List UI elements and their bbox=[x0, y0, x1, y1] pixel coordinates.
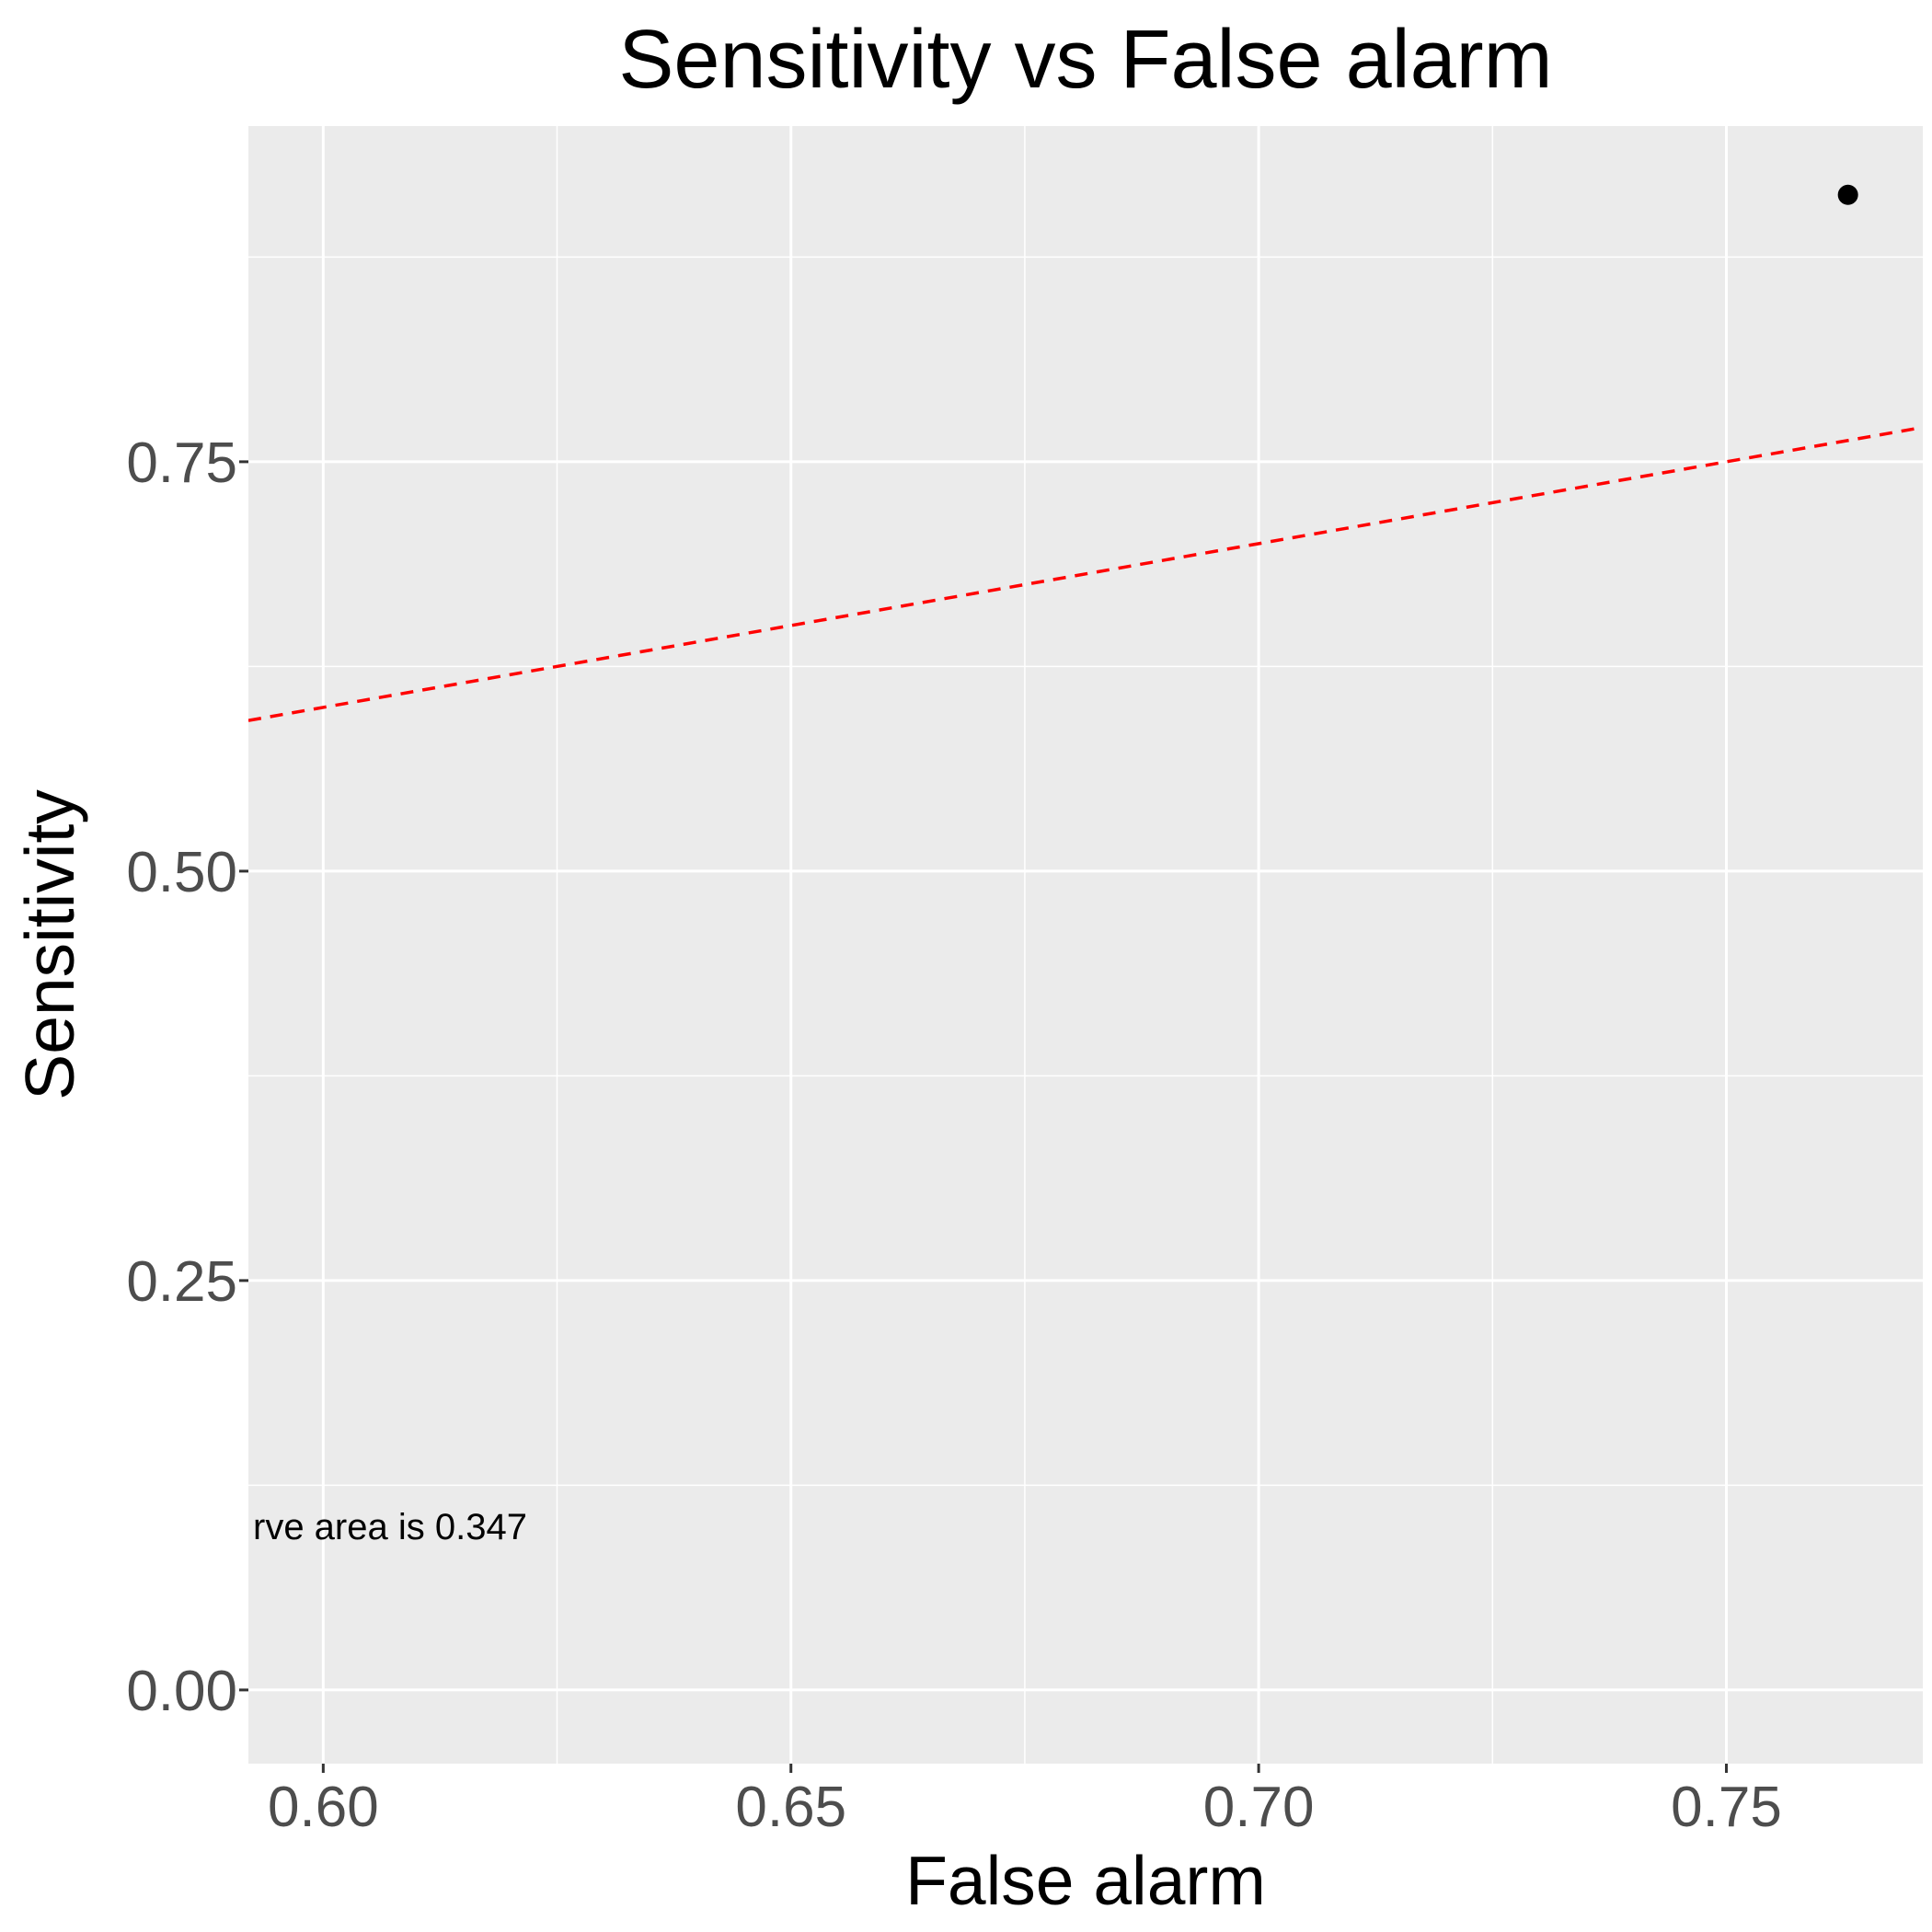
major-gridlines bbox=[248, 126, 1923, 1764]
y-tick-label: 0.50 bbox=[126, 841, 237, 904]
minor-gridlines bbox=[248, 126, 1923, 1764]
x-tick-label: 0.65 bbox=[735, 1776, 846, 1839]
y-tick-label: 0.25 bbox=[126, 1250, 237, 1314]
y-axis-title: Sensitivity bbox=[11, 789, 88, 1100]
data-point bbox=[1837, 184, 1858, 205]
x-axis-title: False alarm bbox=[905, 1842, 1266, 1919]
reference-diagonal-line bbox=[248, 425, 1923, 722]
chart-title: Sensitivity vs False alarm bbox=[618, 14, 1552, 106]
auc-annotation: rve area is 0.347 bbox=[253, 1507, 527, 1547]
y-axis-ticks: 0.00 0.25 0.50 0.75 bbox=[126, 431, 248, 1723]
x-axis-ticks: 0.60 0.65 0.70 0.75 bbox=[268, 1764, 1782, 1839]
y-tick-label: 0.00 bbox=[126, 1660, 237, 1723]
x-tick-label: 0.60 bbox=[268, 1776, 379, 1839]
y-tick-label: 0.75 bbox=[126, 431, 237, 495]
x-tick-label: 0.70 bbox=[1203, 1776, 1315, 1839]
data-points bbox=[1837, 184, 1858, 205]
x-tick-label: 0.75 bbox=[1671, 1776, 1782, 1839]
plot-panel bbox=[248, 126, 1923, 1764]
